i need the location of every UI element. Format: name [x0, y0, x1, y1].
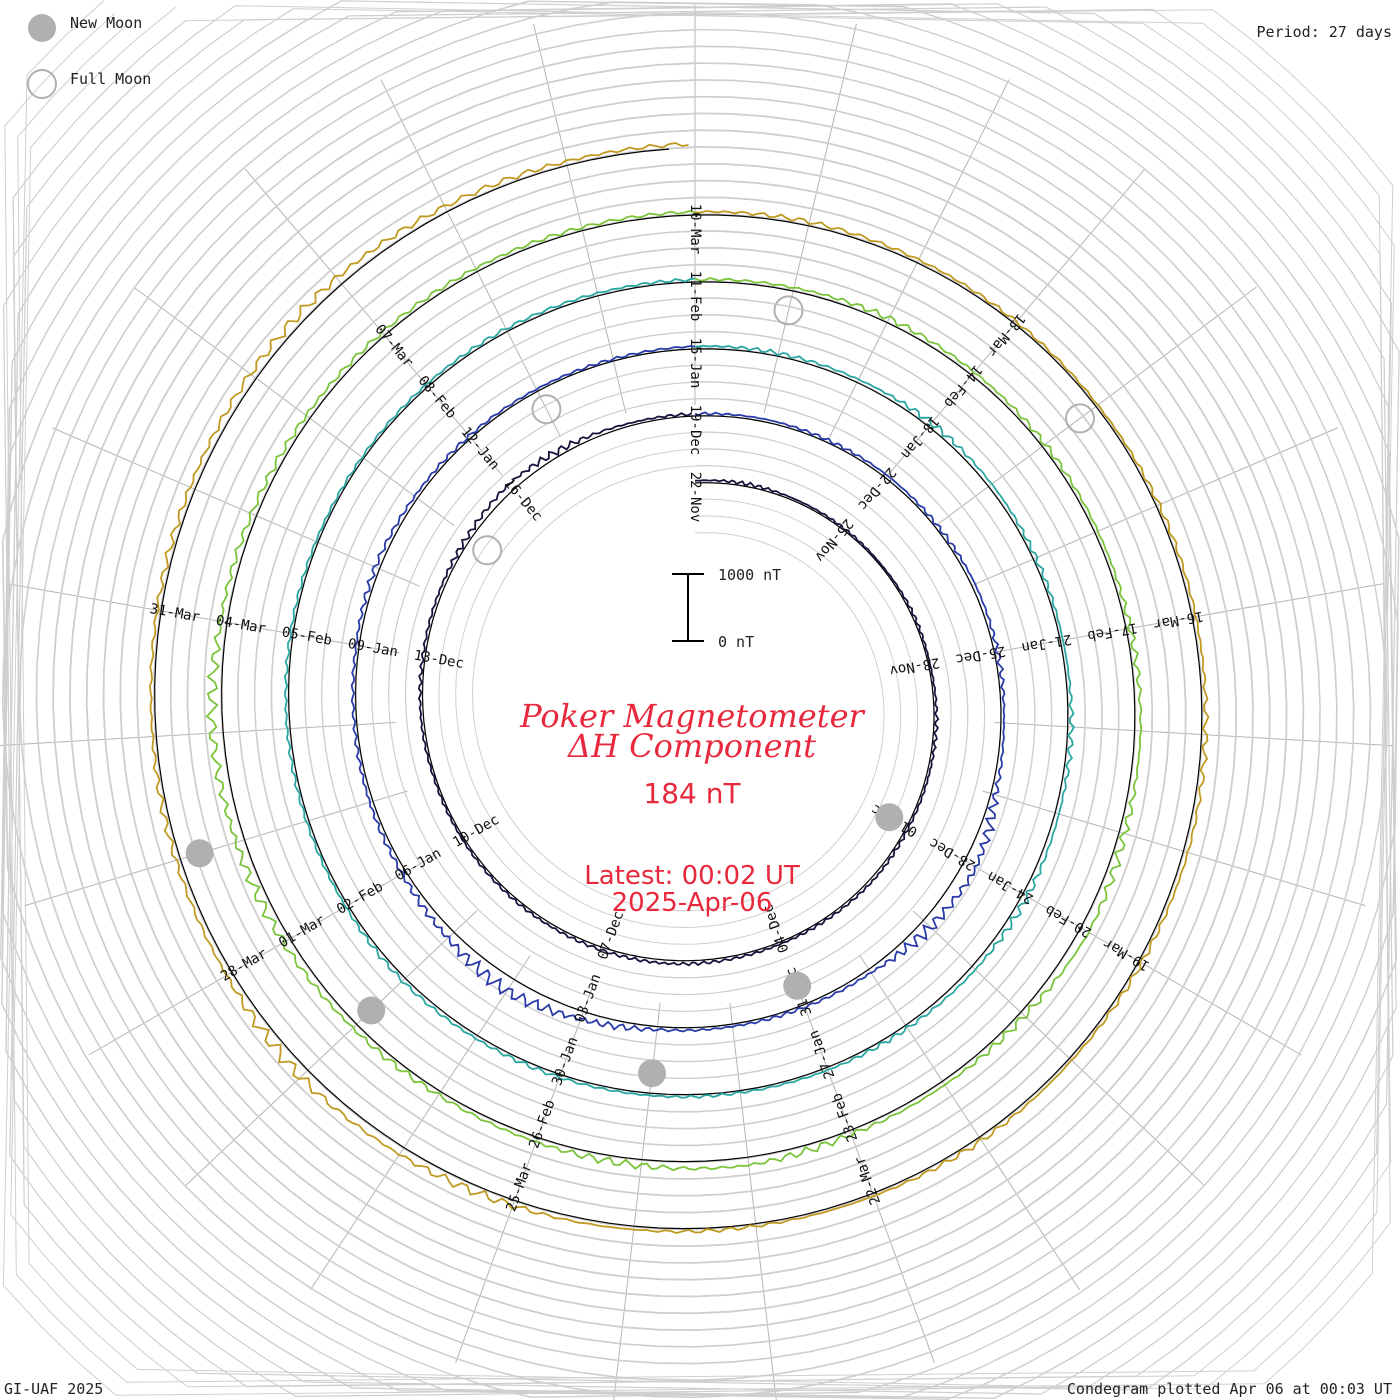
day-spoke: [533, 23, 627, 414]
tick-label: 19-Dec: [687, 405, 703, 456]
series-rotation-15-Jan: [283, 277, 1075, 1099]
series-rotation-11-Feb: [205, 210, 1143, 1172]
tick-label: 24-Jan: [985, 868, 1037, 907]
full-moon-legend-label: Full Moon: [70, 70, 151, 88]
full-moon-marker: [773, 295, 804, 326]
scale-top-label: 1000 nT: [718, 566, 781, 584]
period-label: Period: 27 days: [1257, 23, 1392, 41]
day-spoke: [729, 1002, 777, 1400]
day-spoke: [52, 427, 420, 587]
latest-date: 2025-Apr-06: [612, 888, 773, 918]
day-spoke: [982, 790, 1366, 907]
chart-title-line2: ΔH Component: [566, 727, 816, 765]
day-spoke: [309, 955, 531, 1291]
tick-label: 12-Jan: [458, 424, 503, 473]
data-series: [149, 142, 1210, 1234]
day-spoke: [990, 582, 1385, 654]
current-value: 184 nT: [643, 777, 741, 810]
series-rotation-19-Dec: [350, 345, 1006, 1033]
full-moon-marker: [531, 394, 562, 425]
new-moon-marker: [357, 996, 386, 1025]
new-moon-marker: [185, 839, 214, 868]
tick-label: 06-Jan: [392, 845, 444, 884]
day-spoke: [912, 910, 1205, 1186]
tick-label: 04-Mar: [215, 613, 268, 638]
tick-label: 17-Feb: [1086, 619, 1139, 644]
grid-ring: [0, 3, 1399, 1398]
new-moon-marker: [783, 971, 812, 1000]
tick-label: 22-Nov: [687, 472, 703, 523]
series-rotation-10-Mar: [149, 142, 1210, 1234]
full-moon-marker: [472, 535, 503, 566]
tick-label: 15-Jan: [687, 338, 703, 389]
new-moon-legend-label: New Moon: [70, 14, 142, 32]
series-rotation-22-Nov: [417, 412, 940, 967]
tick-label: 10-Mar: [687, 204, 703, 255]
new-moon-marker: [638, 1059, 666, 1088]
day-spoke: [24, 790, 408, 907]
day-spoke: [5, 582, 400, 654]
tick-label: 20-Feb: [1043, 901, 1095, 940]
full-moon-marker: [1065, 403, 1095, 434]
footer-credit: GI-UAF 2025: [4, 1380, 103, 1398]
tick-label: 19-Mar: [1101, 935, 1153, 974]
tick-label: 16-Mar: [1152, 608, 1205, 633]
tick-label: 28-Dec: [927, 834, 979, 873]
chart-title-line1: Poker Magnetometer: [519, 697, 865, 735]
day-spoke: [380, 79, 561, 438]
day-spoke: [0, 721, 396, 746]
footer-plotted: Condegram plotted Apr 06 at 00:03 UT: [1067, 1380, 1392, 1398]
new-moon-marker: [875, 803, 904, 832]
latest-time: Latest: 00:02 UT: [584, 861, 800, 891]
day-spoke: [455, 986, 593, 1363]
day-spoke: [970, 427, 1338, 587]
baseline-spiral: [154, 148, 1203, 1230]
new-moon-legend-icon: [28, 14, 56, 42]
scale-bottom-label: 0 nT: [718, 633, 754, 651]
day-spoke: [954, 854, 1302, 1056]
tick-label: 11-Feb: [687, 271, 703, 322]
grid-ring: [2, 3, 1397, 1398]
day-spoke: [763, 23, 857, 414]
full-moon-legend-icon: [27, 69, 57, 99]
tick-label: 31-Mar: [149, 601, 202, 626]
moon-markers: [185, 295, 1095, 1088]
day-spoke: [133, 286, 455, 527]
day-spoke: [994, 721, 1394, 747]
day-spoke: [797, 986, 935, 1363]
day-spoke: [88, 854, 436, 1056]
baseline-spiral-path: [154, 148, 1203, 1230]
tick-label: 28-Mar: [218, 946, 270, 985]
tick-label: 01-Mar: [276, 912, 328, 951]
tick-label: 16-Dec: [501, 475, 546, 524]
